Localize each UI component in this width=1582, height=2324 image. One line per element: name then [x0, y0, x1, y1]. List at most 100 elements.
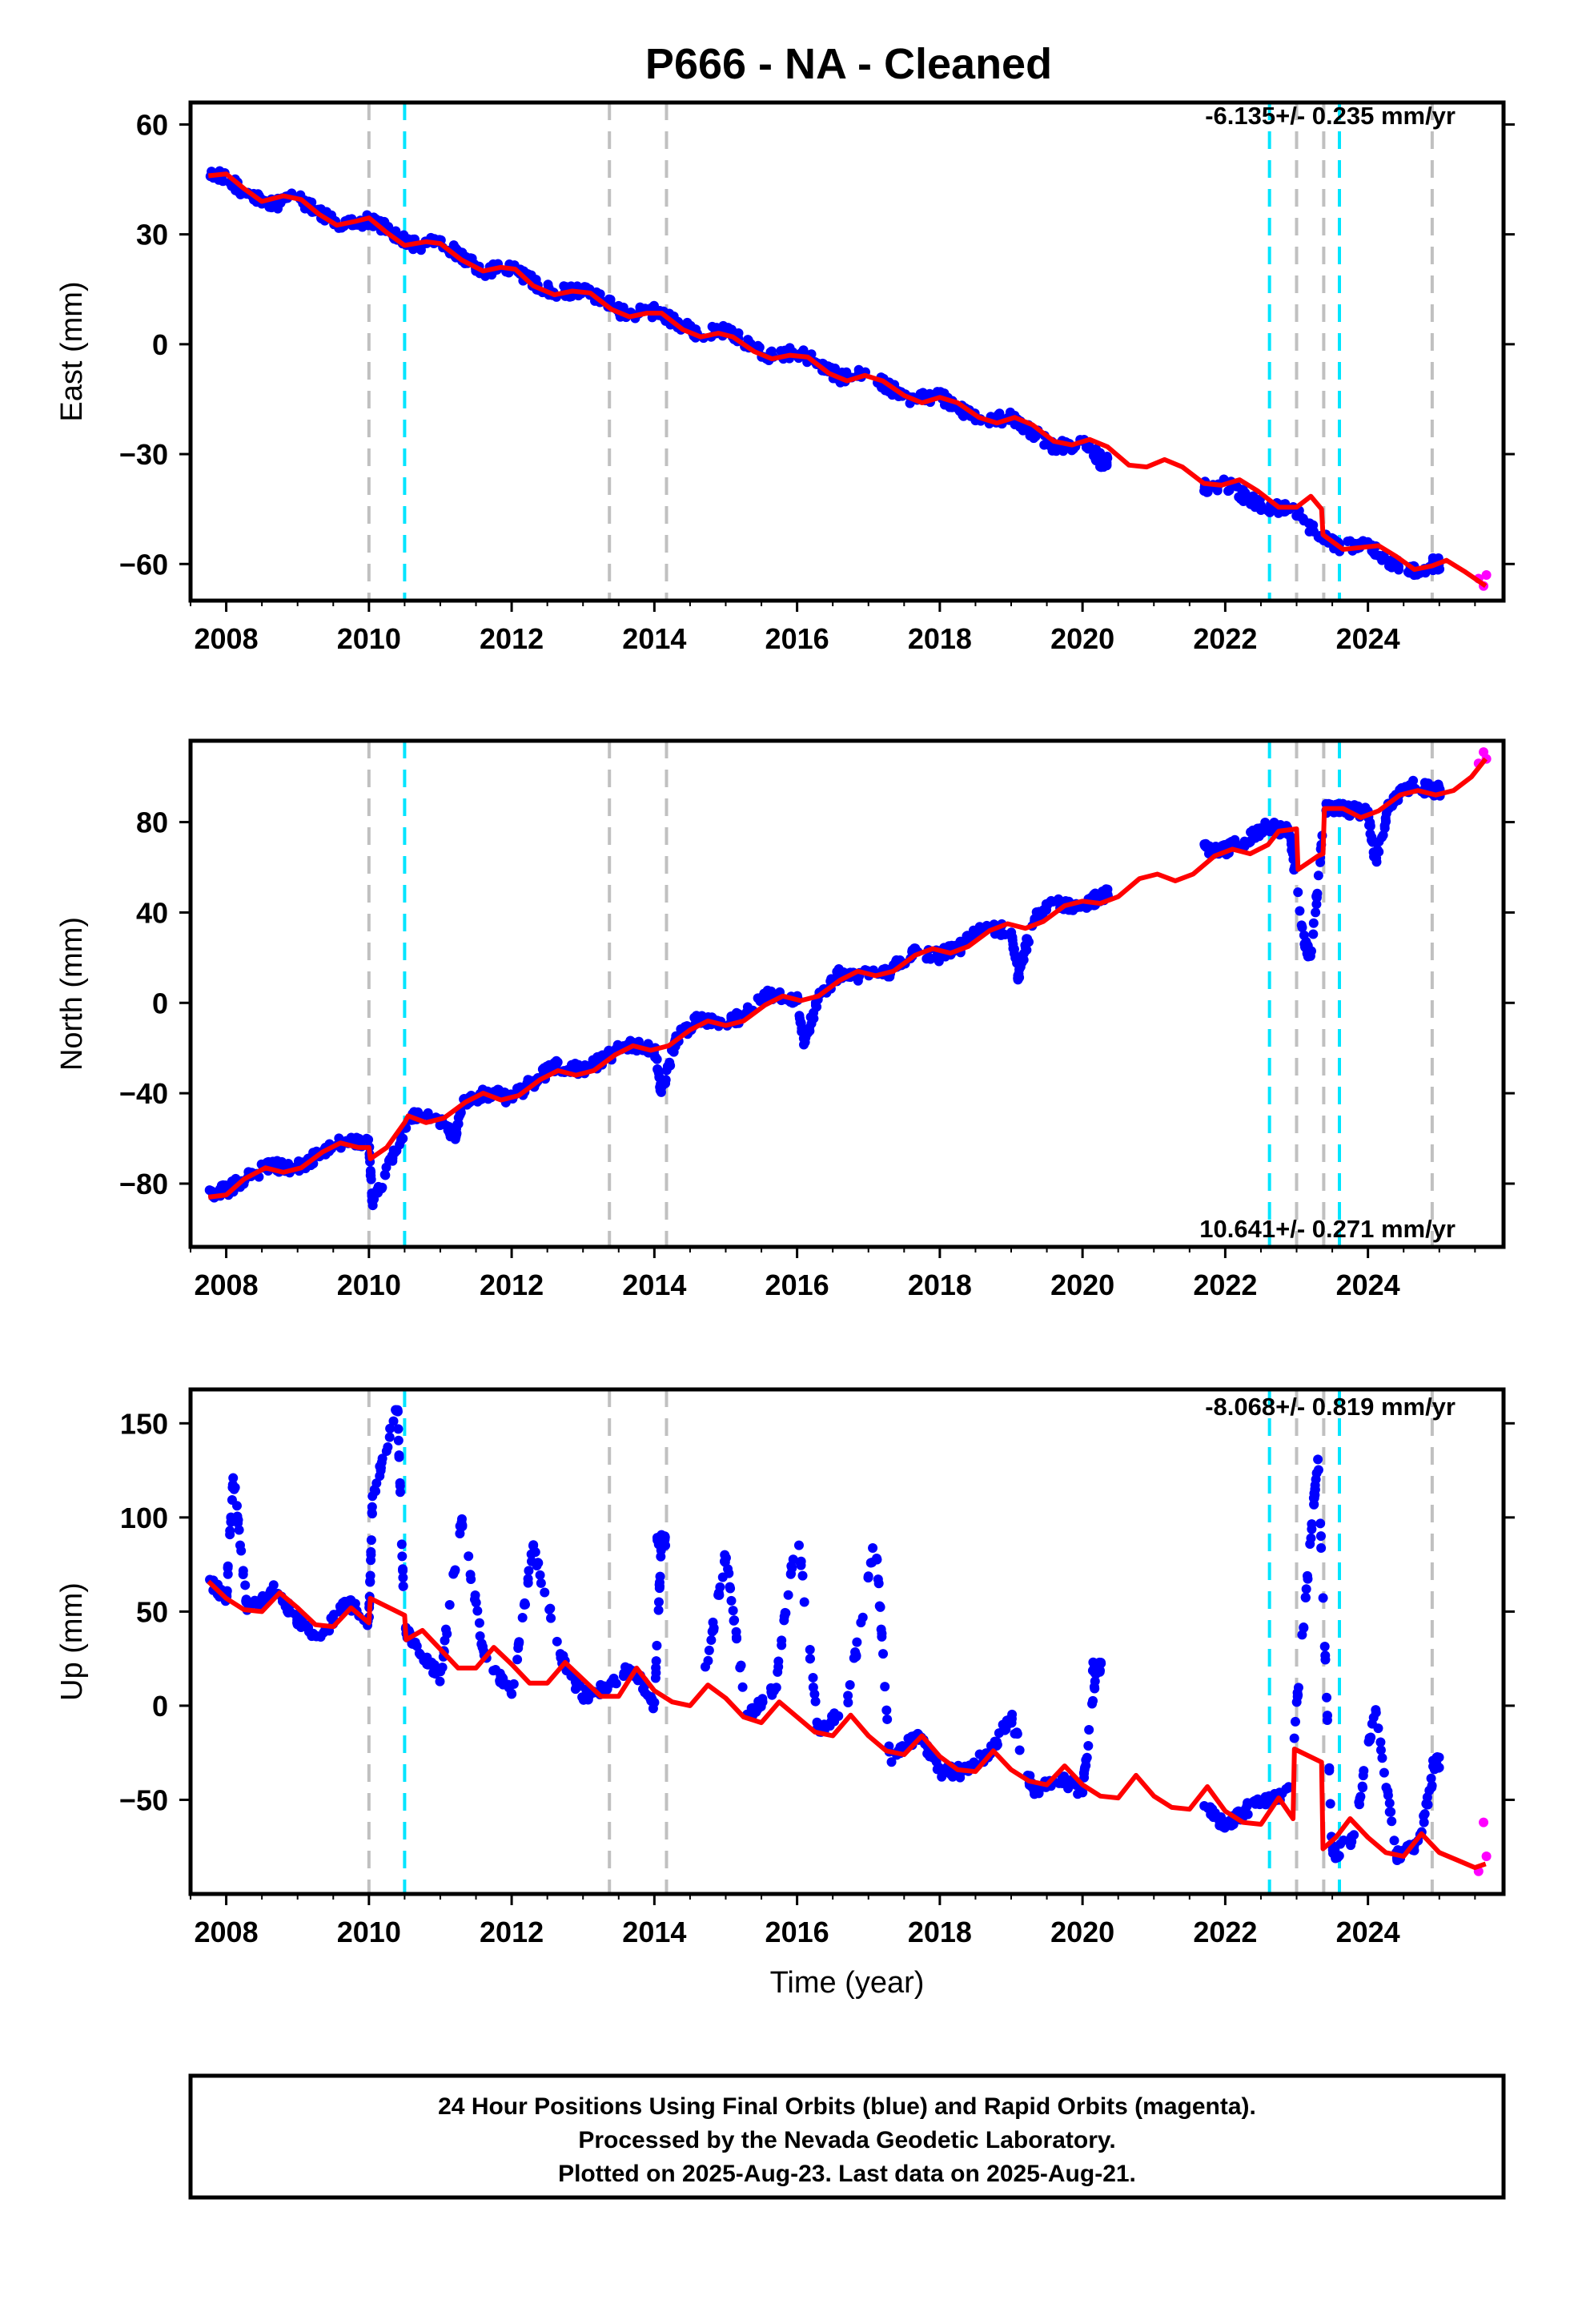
up-final-orbit-point	[868, 1542, 878, 1553]
up-final-orbit-point	[1320, 1655, 1331, 1665]
up-final-orbit-point	[805, 1644, 815, 1655]
up-final-orbit-point	[1199, 1801, 1210, 1811]
up-final-orbit-point	[1355, 1791, 1366, 1802]
east-xtick-label: 2010	[337, 622, 401, 655]
up-final-orbit-point	[872, 1554, 882, 1565]
up-final-orbit-point	[520, 1599, 530, 1610]
up-final-orbit-point	[523, 1574, 533, 1584]
north-final-orbit-point	[1275, 819, 1286, 830]
up-final-orbit-point	[1375, 1745, 1386, 1755]
north-panel: 2008 2010 2012 2014 2016 2018 2020 2022 2024 80 40…	[55, 738, 1515, 1301]
up-rapid-orbit-point	[1479, 1817, 1489, 1827]
up-final-orbit-point	[1330, 1844, 1340, 1855]
up-final-orbit-point	[1301, 1584, 1311, 1594]
up-final-orbit-point	[1419, 1817, 1429, 1827]
north-final-orbit-point	[766, 986, 777, 996]
east-final-orbit-point	[1224, 485, 1235, 496]
up-final-orbit-point	[1300, 1592, 1311, 1602]
up-final-orbit-point	[394, 1450, 404, 1461]
up-final-orbit-point	[1290, 1716, 1300, 1727]
up-final-orbit-point	[1431, 1762, 1442, 1772]
up-final-orbit-point	[650, 1673, 661, 1683]
up-final-orbit-point	[991, 1736, 1002, 1747]
up-final-orbit-point	[1421, 1799, 1431, 1809]
up-final-orbit-point	[1293, 1683, 1303, 1693]
up-final-orbit-point	[457, 1520, 468, 1530]
up-final-orbit-point	[704, 1645, 714, 1655]
north-final-orbit-point	[1267, 822, 1277, 832]
up-final-orbit-point	[649, 1697, 660, 1707]
up-final-orbit-point	[797, 1570, 808, 1581]
up-final-orbit-point	[395, 1487, 405, 1498]
east-ytick-label: −30	[119, 438, 168, 471]
north-final-orbit-point	[276, 1156, 287, 1167]
north-model-line	[207, 757, 1488, 1200]
north-final-orbit-point	[1381, 808, 1391, 818]
east-plot-area: 2008 2010 2012 2014 2016 2018 2020 2022 2024 60 30…	[119, 103, 1515, 655]
north-final-orbit-point	[1293, 887, 1303, 898]
up-xtick-label: 2020	[1050, 1916, 1114, 1948]
up-final-orbit-point	[533, 1558, 544, 1568]
up-final-orbit-point	[1384, 1807, 1395, 1817]
up-final-orbit-point	[601, 1685, 612, 1695]
north-final-orbit-point	[658, 1077, 669, 1088]
up-final-orbit-point	[651, 1656, 661, 1667]
up-final-orbit-point	[707, 1626, 717, 1637]
up-final-orbit-point	[465, 1570, 476, 1580]
up-final-orbit-point	[1089, 1682, 1099, 1692]
up-final-orbit-point	[422, 1659, 432, 1670]
north-final-orbit-point	[578, 1062, 588, 1072]
up-final-orbit-point	[1309, 1493, 1319, 1503]
north-ytick-label: −80	[119, 1168, 168, 1200]
north-final-orbit-point	[595, 1051, 605, 1062]
up-final-orbit-point	[651, 1663, 661, 1673]
up-final-orbit-point	[1322, 1692, 1332, 1703]
up-final-orbit-point	[652, 1640, 662, 1651]
up-final-orbit-point	[937, 1771, 947, 1782]
up-final-orbit-point	[472, 1606, 483, 1616]
up-final-orbit-point	[236, 1546, 247, 1556]
up-final-orbit-point	[729, 1615, 740, 1626]
up-final-orbit-point	[1307, 1524, 1317, 1534]
east-final-orbit-point	[712, 323, 722, 333]
north-final-orbit-point	[1100, 888, 1110, 899]
north-final-orbit-point	[1245, 837, 1255, 847]
east-final-orbit-point	[1246, 499, 1256, 509]
up-final-orbit-point	[843, 1691, 853, 1701]
east-final-orbit-point	[1427, 553, 1438, 563]
up-final-orbit-point	[850, 1647, 861, 1657]
up-final-orbit-point	[843, 1698, 853, 1708]
up-final-orbit-point	[398, 1564, 408, 1574]
north-final-orbit-point	[652, 1054, 662, 1064]
up-final-orbit-point	[440, 1635, 450, 1646]
up-final-orbit-point	[777, 1640, 787, 1651]
up-final-orbit-point	[1243, 1809, 1253, 1819]
north-final-orbit-point	[1313, 870, 1323, 881]
up-final-orbit-point	[715, 1582, 725, 1592]
up-final-orbit-point	[393, 1424, 404, 1434]
north-final-orbit-point	[805, 1012, 816, 1023]
up-final-orbit-point	[496, 1675, 507, 1685]
up-final-orbit-point	[396, 1539, 407, 1550]
up-final-orbit-point	[829, 1708, 840, 1719]
east-xtick-label: 2012	[480, 622, 544, 655]
up-final-orbit-point	[1030, 1789, 1040, 1799]
north-final-orbit-point	[853, 975, 863, 986]
up-final-orbit-point	[383, 1442, 393, 1453]
up-final-orbit-point	[471, 1598, 481, 1608]
up-xtick-label: 2016	[765, 1916, 829, 1948]
up-final-orbit-point	[1377, 1753, 1387, 1763]
up-final-orbit-point	[1087, 1699, 1098, 1709]
up-final-orbit-point	[1426, 1773, 1436, 1783]
up-final-orbit-point	[653, 1605, 664, 1615]
north-final-orbit-point	[537, 1064, 548, 1075]
east-ytick-label: 30	[136, 219, 168, 251]
up-final-orbit-point	[238, 1569, 248, 1579]
up-final-orbit-point	[852, 1637, 862, 1647]
up-final-orbit-point	[1324, 1765, 1335, 1775]
figure-title: P666 - NA - Cleaned	[645, 40, 1052, 88]
up-final-orbit-point	[388, 1416, 399, 1426]
north-final-orbit-point	[812, 1002, 822, 1012]
up-final-orbit-point	[240, 1580, 251, 1590]
